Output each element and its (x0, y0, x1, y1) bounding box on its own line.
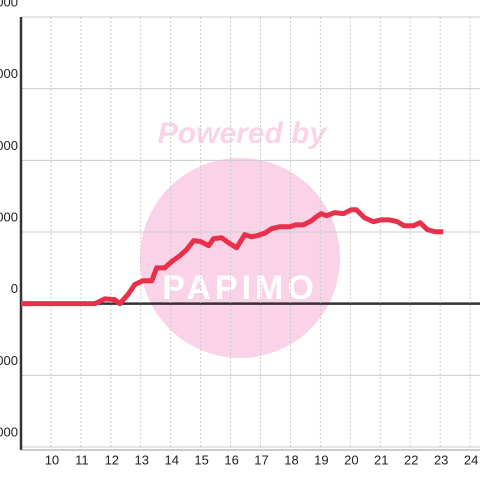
y-tick-label: 12,000 (0, 0, 18, 9)
x-tick-label: 17 (254, 452, 268, 467)
y-tick-label: 3,000 (0, 209, 18, 224)
watermark-logo (140, 158, 340, 358)
x-tick-label: 19 (314, 452, 328, 467)
x-tick-label: 10 (45, 452, 59, 467)
x-tick-label: 16 (224, 452, 238, 467)
x-tick-label: 18 (284, 452, 298, 467)
x-tick-label: 24 (464, 452, 478, 467)
x-tick-label: 15 (194, 452, 208, 467)
y-tick-label: 0 (11, 281, 18, 296)
watermark-logo-text: PAPIMO (162, 269, 318, 307)
x-tick-label: 11 (75, 452, 89, 467)
x-tick-label: 20 (344, 452, 358, 467)
x-tick-label: 21 (374, 452, 388, 467)
data-line (21, 207, 444, 307)
x-tick-label: 13 (135, 452, 149, 467)
y-tick-label: 6,000 (0, 138, 18, 153)
y-tick-label: 9,000 (0, 66, 18, 81)
y-tick-label: -3,000 (0, 353, 18, 368)
watermark-text: Powered by (158, 117, 328, 150)
x-tick-label: 23 (434, 452, 448, 467)
x-tick-label: 14 (164, 452, 178, 467)
x-tick-label: 22 (404, 452, 418, 467)
x-tick-label: 12 (105, 452, 119, 467)
y-tick-label: -6,000 (0, 424, 18, 439)
